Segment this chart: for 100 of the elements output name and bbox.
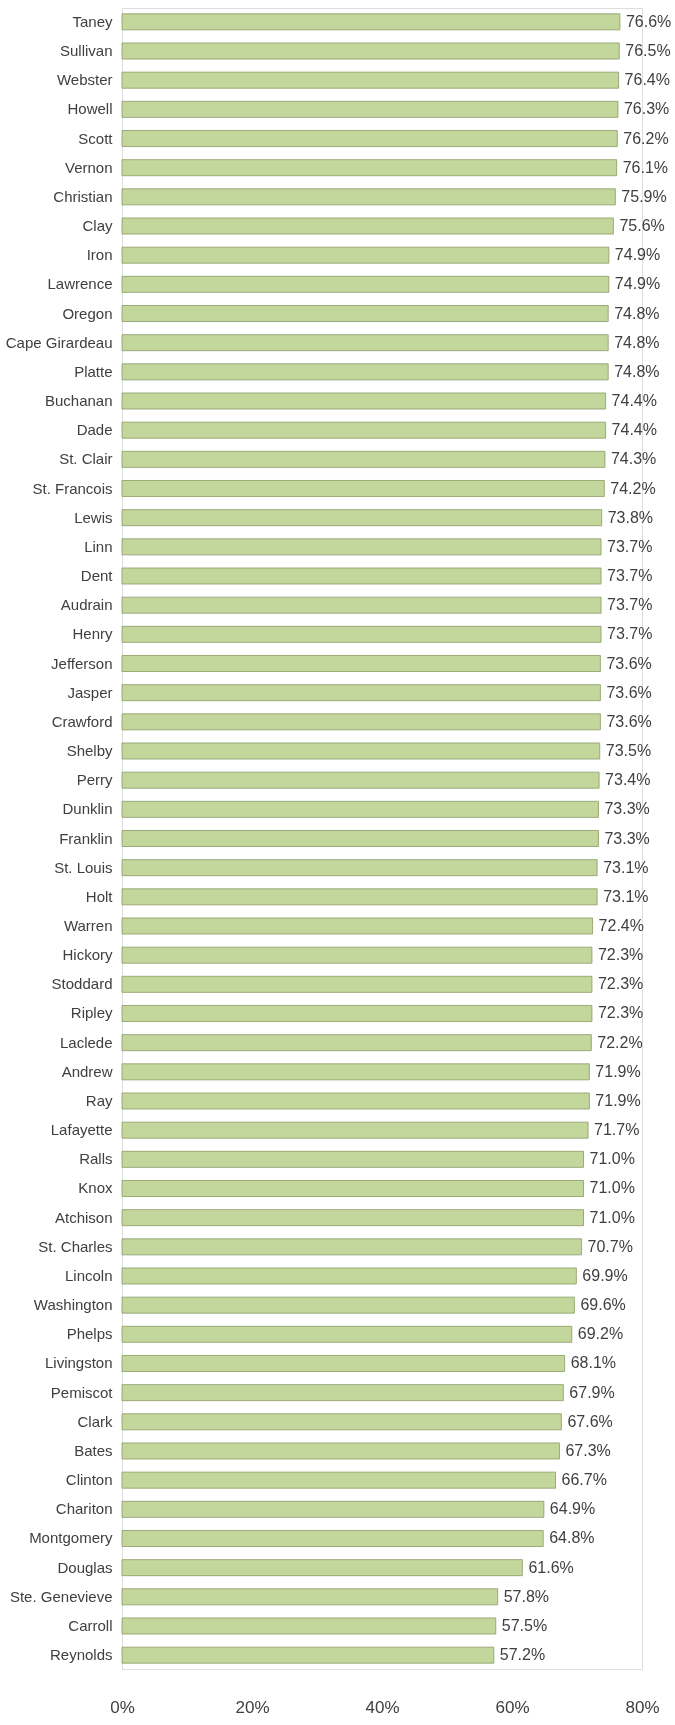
data-label: 70.7%: [587, 1237, 633, 1255]
y-tick-label: Holt: [85, 887, 114, 905]
data-label: 74.3%: [610, 450, 657, 468]
bar: [121, 188, 616, 206]
bar: [121, 1092, 590, 1110]
y-tick-label: Montgomery: [29, 1529, 113, 1547]
data-label: 74.9%: [614, 246, 661, 264]
bar: [121, 13, 621, 31]
data-label: 67.3%: [565, 1441, 611, 1459]
y-tick-label: Warren: [63, 917, 113, 934]
data-label: 75.6%: [619, 217, 665, 235]
bar: [121, 450, 606, 468]
y-tick-label: Platte: [74, 362, 113, 380]
data-label: 76.1%: [622, 158, 669, 176]
bar: [121, 275, 610, 293]
data-label: 75.9%: [621, 187, 667, 205]
data-label: 69.2%: [577, 1325, 624, 1343]
data-label: 73.3%: [604, 829, 650, 847]
data-label: 73.5%: [605, 742, 652, 759]
bar: [121, 538, 602, 556]
data-label: 73.1%: [603, 858, 649, 876]
data-label: 71.7%: [594, 1121, 640, 1139]
data-label: 73.6%: [606, 683, 652, 701]
bar: [121, 159, 618, 177]
bar: [121, 771, 600, 789]
y-tick-label: Pemiscot: [50, 1383, 114, 1401]
y-tick-label: Douglas: [57, 1558, 113, 1576]
bar: [121, 625, 602, 643]
y-tick-label: Linn: [84, 537, 113, 555]
y-tick-label: Perry: [76, 771, 113, 789]
y-tick-label: Dade: [76, 421, 113, 439]
y-tick-label: Crawford: [51, 712, 113, 730]
y-tick-label: Bates: [74, 1441, 113, 1459]
data-label: 69.6%: [580, 1296, 626, 1314]
bar: [121, 100, 619, 118]
y-tick-label: Hickory: [62, 946, 113, 964]
bar: [121, 246, 610, 264]
data-label: 76.3%: [623, 100, 670, 118]
bar: [121, 217, 614, 235]
data-label: 74.8%: [614, 304, 660, 322]
bar: [121, 1617, 497, 1635]
data-label: 73.8%: [607, 508, 654, 526]
bar: [121, 1559, 523, 1577]
y-tick-label: Christian: [53, 187, 113, 205]
bar: [121, 1209, 584, 1227]
y-tick-label: Ray: [85, 1091, 113, 1109]
bar: [121, 1530, 544, 1547]
y-tick-label: Stoddard: [51, 975, 113, 993]
bar: [121, 1646, 495, 1664]
bar: [121, 800, 599, 818]
y-tick-label: Sullivan: [59, 42, 113, 60]
bar: [121, 1413, 562, 1431]
bar: [121, 421, 606, 439]
y-tick-label: Clark: [77, 1412, 113, 1430]
bar: [121, 684, 601, 702]
bar: [121, 1121, 589, 1139]
data-label: 73.3%: [604, 800, 650, 818]
bar: [121, 1471, 556, 1489]
bar: [121, 1296, 575, 1314]
y-tick-label: Carroll: [68, 1616, 113, 1634]
y-tick-label: Knox: [78, 1179, 113, 1197]
bar: [121, 567, 602, 585]
y-tick-label: Ripley: [70, 1004, 113, 1022]
bar: [121, 859, 598, 877]
y-tick-label: Andrew: [61, 1062, 113, 1080]
x-tick-label: 40%: [365, 1697, 400, 1717]
data-label: 71.9%: [595, 1062, 641, 1080]
data-label: 76.2%: [623, 129, 669, 147]
y-tick-label: Livingston: [44, 1354, 113, 1372]
y-tick-label: Atchison: [54, 1208, 113, 1226]
y-tick-label: Webster: [56, 71, 113, 89]
data-label: 73.6%: [606, 654, 652, 672]
x-tick-label: 80%: [625, 1697, 660, 1717]
data-label: 73.4%: [605, 771, 651, 789]
bar: [121, 1355, 566, 1372]
y-tick-label: Howell: [67, 100, 113, 118]
bar: [121, 596, 602, 614]
bar: [121, 1325, 573, 1343]
data-label: 76.6%: [625, 12, 672, 30]
data-label: 71.0%: [589, 1208, 635, 1226]
data-label: 57.2%: [499, 1646, 546, 1664]
y-tick-label: Iron: [86, 246, 113, 264]
x-tick-label: 0%: [110, 1697, 135, 1717]
bar: [121, 1180, 584, 1197]
data-label: 72.3%: [597, 975, 644, 993]
bar: [121, 713, 601, 731]
data-label: 73.1%: [603, 887, 649, 905]
y-tick-label: St. Francois: [32, 479, 113, 497]
y-tick-label: Chariton: [55, 1500, 113, 1518]
y-tick-label: Franklin: [59, 829, 113, 847]
x-tick-label: 20%: [235, 1697, 270, 1717]
bar: [121, 655, 601, 672]
data-label: 74.4%: [611, 421, 657, 439]
y-tick-label: Buchanan: [44, 392, 113, 410]
y-tick-label: Lewis: [74, 508, 113, 526]
bar: [121, 1238, 582, 1256]
data-label: 74.2%: [610, 479, 656, 497]
y-tick-label: Jasper: [67, 683, 113, 701]
y-tick-label: Clinton: [65, 1471, 113, 1489]
y-tick-label: Ste. Genevieve: [9, 1587, 113, 1605]
